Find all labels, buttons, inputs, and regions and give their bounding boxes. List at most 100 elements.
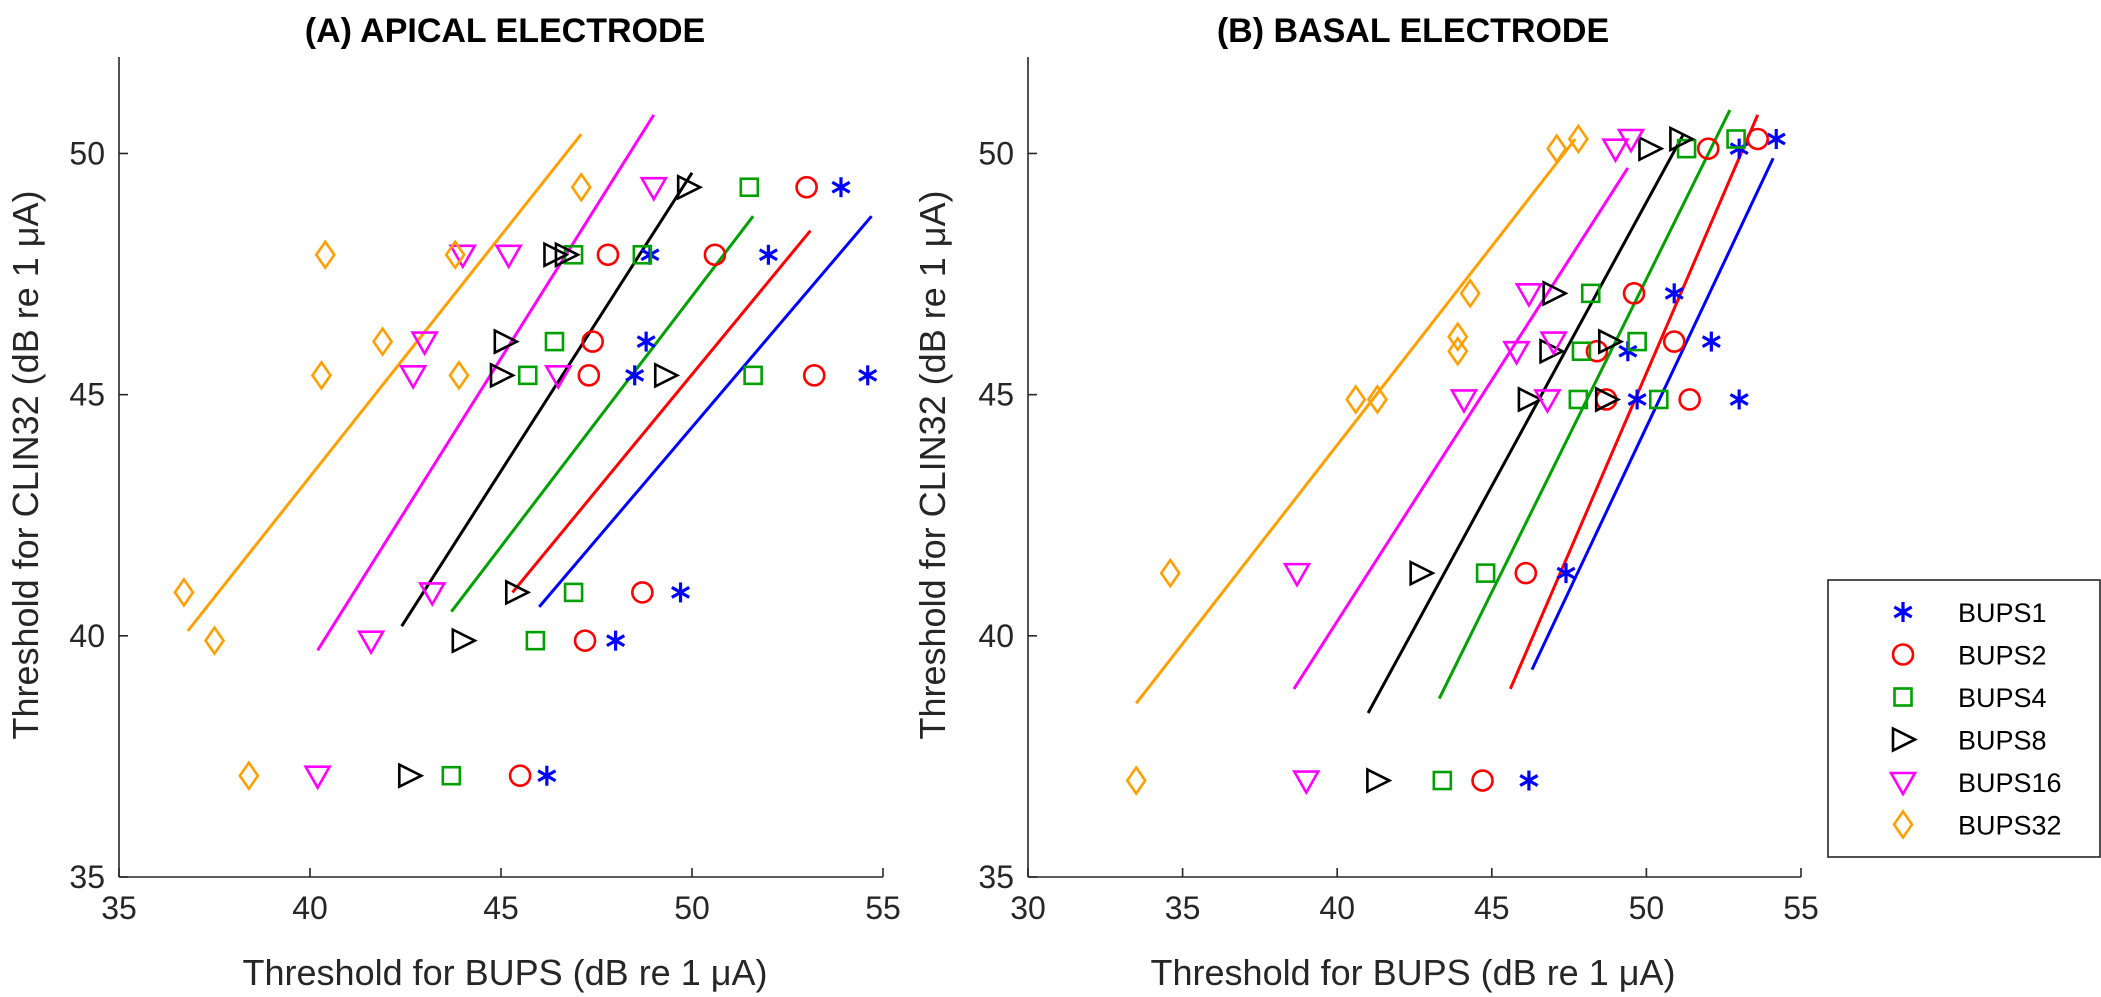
data-point [494,244,523,270]
data-point [1669,125,1696,153]
panel-a-y-tick-label: 45 [69,377,105,413]
data-point [525,630,546,651]
panel-b-x-tick-label: 55 [1783,890,1819,926]
data-point [1447,321,1469,353]
panel-a-series-bups8 [398,174,704,789]
data-point [1701,331,1721,352]
legend-label: BUPS4 [1958,683,2047,713]
data-point [173,577,195,608]
data-point [1638,135,1665,162]
data-point [636,331,656,352]
data-point [1568,389,1589,410]
panel-a-y-tick-label: 35 [69,859,105,895]
data-point [1664,283,1684,304]
panel-b-x-axis-label: Threshold for BUPS (dB re 1 μA) [1151,952,1676,993]
data-point [1282,562,1312,588]
data-point [1502,340,1531,366]
panel-b-x-tick-label: 30 [1010,890,1046,926]
legend-item-bups2: BUPS2 [1891,641,2047,671]
legend-label: BUPS32 [1958,811,2062,841]
data-point [1366,767,1393,794]
data-point [537,765,557,786]
data-point [441,765,462,786]
data-point [625,365,645,386]
data-point [1514,561,1538,585]
panel-b-series-bups8 [1366,125,1696,794]
panel-b-y-axis-label: Threshold for CLIN32 (dB re 1 μA) [912,191,953,740]
panel-a-x-tick-label: 50 [674,890,710,926]
data-point [1696,137,1720,160]
panel-b-series-bups32 [1125,123,1589,796]
data-point [1729,389,1749,410]
panel-a-title: (A) APICAL ELECTRODE [305,12,705,50]
data-point [398,762,425,789]
panel-a-series-bups32 [173,171,592,791]
panel-a-series-bups16 [303,176,669,791]
panel-b-x-tick-label: 50 [1629,890,1665,926]
data-point [203,625,226,656]
data-point [573,629,597,652]
panel-b-y-tick-label: 45 [978,377,1014,413]
panel-b-y-tick-label: 40 [978,618,1014,654]
data-point [1539,338,1566,365]
data-point [314,239,336,271]
panel-a-fit-line-bups1 [538,215,873,608]
data-point [743,365,763,386]
data-point [1125,765,1147,796]
data-point [493,328,520,355]
data-point [504,579,532,606]
legend-marker [1893,687,1913,707]
legend-marker [1891,726,1918,753]
legend-marker [1892,809,1914,840]
data-point [676,174,704,201]
data-point [1585,339,1609,363]
data-point [356,630,386,656]
legend-label: BUPS1 [1958,598,2047,628]
panel-a-series-bups4 [441,177,763,786]
legend-item-bups1: BUPS1 [1893,598,2047,628]
panel-b-fit-line-bups32 [1135,138,1577,705]
panel-b-y-tick-label: 35 [978,859,1014,895]
data-point [517,365,538,386]
data-point [238,760,260,791]
data-point [303,765,332,791]
data-point [410,331,439,357]
data-point [1517,386,1544,413]
legend-item-bups8: BUPS8 [1891,726,2047,756]
panel-b-x-tick-label: 40 [1319,890,1355,926]
data-point [1345,384,1367,415]
data-point [489,362,516,389]
data-point [1514,283,1544,308]
panel-b-x-tick-label: 35 [1165,890,1201,926]
data-point [596,243,620,267]
legend-items: BUPS1 BUPS2 BUPS4 BUPS8 BUPS16 BUPS32 [1888,598,2062,841]
data-point [632,244,653,265]
legend-marker [1893,602,1913,622]
data-point [1627,331,1647,352]
data-point [1447,335,1469,367]
data-point [563,582,584,603]
data-point [1766,129,1786,149]
data-point [554,241,581,268]
panel-b-series-bups4 [1432,129,1746,791]
data-point [795,175,818,199]
panel-a-apical: (A) APICAL ELECTRODE 35 40 45 50 5535404550 … [5,12,901,993]
data-point [1546,133,1568,164]
panel-b-series-bups16 [1282,128,1646,796]
data-point [1449,389,1479,415]
data-point [631,581,654,604]
data-point [739,177,760,198]
legend-marker [1891,643,1915,666]
data-point [1678,388,1701,411]
legend-label: BUPS2 [1958,641,2047,671]
data-point [858,365,878,386]
data-point [758,244,778,265]
panel-a-x-axis-label: Threshold for BUPS (dB re 1 μA) [243,952,768,993]
data-point [1746,127,1770,151]
data-point [1292,770,1321,796]
panel-a-fit-line-bups16 [316,114,656,652]
data-point [1567,123,1589,155]
data-point [570,171,592,203]
panel-a-x-tick-label: 40 [292,890,328,926]
